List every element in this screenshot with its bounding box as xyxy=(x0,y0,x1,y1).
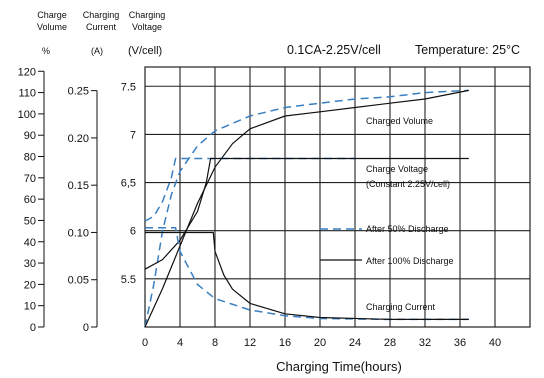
x-tick-label: 24 xyxy=(349,337,361,349)
voltage-tick-label: 5.5 xyxy=(121,274,136,286)
x-tick-label: 36 xyxy=(454,337,466,349)
voltage-tick-label: 6 xyxy=(130,226,136,238)
series xyxy=(144,89,469,328)
x-axis-title: Charging Time(hours) xyxy=(276,359,402,374)
voltage-header-line1: Charging xyxy=(129,10,166,20)
volume-header-line1: Charge xyxy=(37,10,67,20)
current-header-line2: Current xyxy=(86,22,117,32)
plot-frame xyxy=(144,66,531,328)
current-header-line1: Charging xyxy=(83,10,120,20)
volume-unit: % xyxy=(42,46,50,56)
volume-tick-label: 60 xyxy=(24,194,36,206)
volume-tick-label: 50 xyxy=(24,215,36,227)
x-tick-label: 0 xyxy=(142,337,148,349)
volume-tick-label: 80 xyxy=(24,152,36,164)
current-tick-label: 0.25 xyxy=(68,86,89,98)
voltage-tick-label: 7.5 xyxy=(121,81,136,93)
current-tick-label: 0.10 xyxy=(68,227,89,239)
voltage-unit: (V/cell) xyxy=(128,45,162,57)
volume-tick-label: 30 xyxy=(24,258,36,270)
series-100pct-charging-current xyxy=(145,231,469,320)
annotation-charge-voltage-note: (Constant 2.25V/cell) xyxy=(366,179,450,189)
x-tick-label: 40 xyxy=(489,337,501,349)
grid xyxy=(144,66,531,328)
x-tick-label: 4 xyxy=(177,337,183,349)
current-tick-label: 0.15 xyxy=(68,180,89,192)
current-tick-label: 0 xyxy=(83,322,89,334)
volume-header-line2: Volume xyxy=(37,22,67,32)
volume-tick-label: 90 xyxy=(24,130,36,142)
voltage-tick-label: 6,5 xyxy=(121,178,136,190)
volume-tick-label: 70 xyxy=(24,173,36,185)
voltage-tick-label: 7 xyxy=(130,129,136,141)
annotation-charged-volume: Charged Volume xyxy=(366,116,433,126)
series-100pct-charged-volume xyxy=(144,89,469,328)
x-tick-label: 20 xyxy=(314,337,326,349)
volume-tick-label: 10 xyxy=(24,301,36,313)
series-50pct-charging-voltage xyxy=(144,157,355,222)
series-100pct-charging-voltage xyxy=(144,157,469,270)
x-tick-label: 12 xyxy=(244,337,256,349)
legend-label-50: After 50% Discharge xyxy=(366,224,449,234)
volume-tick-label: 0 xyxy=(30,322,36,334)
current-tick-label: 0.05 xyxy=(68,275,89,287)
annotation-charge-voltage: Charge Voltage xyxy=(366,164,428,174)
volume-tick-label: 20 xyxy=(24,279,36,291)
annotation-charging-current: Charging Current xyxy=(366,302,436,312)
volume-tick-label: 100 xyxy=(18,109,36,121)
legend-label-100: After 100% Discharge xyxy=(366,256,454,266)
current-tick-label: 0.20 xyxy=(68,133,89,145)
volume-tick-label: 40 xyxy=(24,237,36,249)
x-tick-label: 32 xyxy=(419,337,431,349)
volume-tick-label: 110 xyxy=(18,88,36,100)
series-50pct-charging-current xyxy=(145,226,469,321)
temperature-label: Temperature: 25°C xyxy=(415,43,520,57)
x-tick-label: 28 xyxy=(384,337,396,349)
volume-tick-label: 120 xyxy=(18,66,36,78)
x-tick-label: 8 xyxy=(212,337,218,349)
axes: 0 4 8 12 16 20 24 28 32 36 40 5.5 6 6,5 7 7.5 0 10 20 30 40 5… xyxy=(18,66,501,349)
voltage-header-line2: Voltage xyxy=(132,22,162,32)
chart-title: 0.1CA-2.25V/cell xyxy=(287,43,381,57)
current-unit: (A) xyxy=(91,46,103,56)
x-tick-label: 16 xyxy=(279,337,291,349)
